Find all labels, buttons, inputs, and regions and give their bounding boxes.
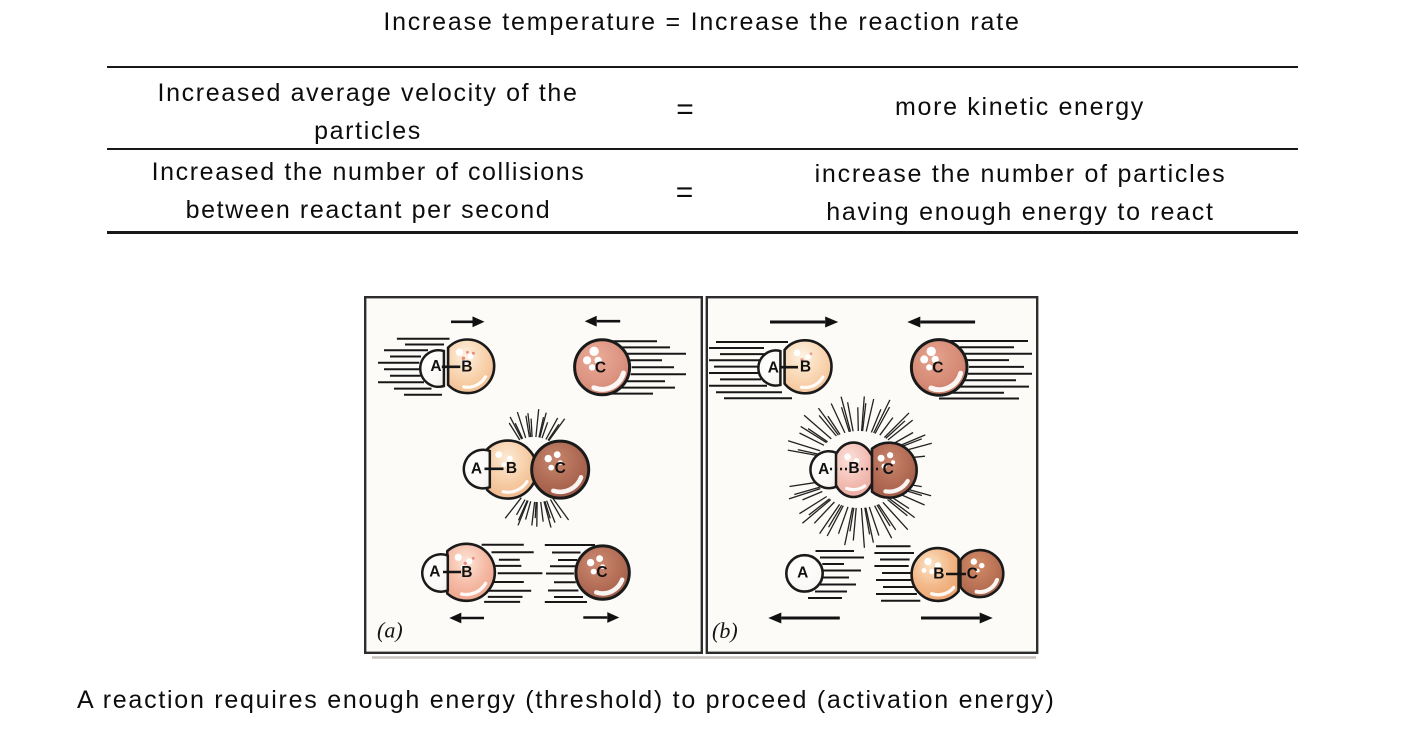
svg-text:B: B (461, 564, 472, 581)
svg-text:C: C (596, 564, 607, 581)
svg-text:A: A (471, 461, 482, 478)
svg-text:B: B (800, 358, 811, 375)
svg-text:A: A (430, 358, 441, 375)
svg-text:A: A (429, 563, 440, 580)
svg-text:B: B (933, 566, 944, 583)
svg-text:C: C (967, 566, 978, 583)
svg-text:A: A (818, 461, 829, 478)
svg-text:C: C (883, 461, 894, 478)
svg-text:A: A (768, 360, 779, 377)
svg-text:(b): (b) (712, 618, 738, 643)
svg-text:A: A (797, 565, 808, 582)
svg-text:B: B (506, 460, 517, 477)
svg-text:(a): (a) (377, 618, 403, 643)
svg-text:C: C (932, 360, 943, 377)
svg-text:B: B (848, 460, 859, 477)
svg-text:B: B (461, 359, 472, 376)
svg-text:C: C (595, 360, 606, 377)
svg-text:C: C (555, 460, 566, 477)
